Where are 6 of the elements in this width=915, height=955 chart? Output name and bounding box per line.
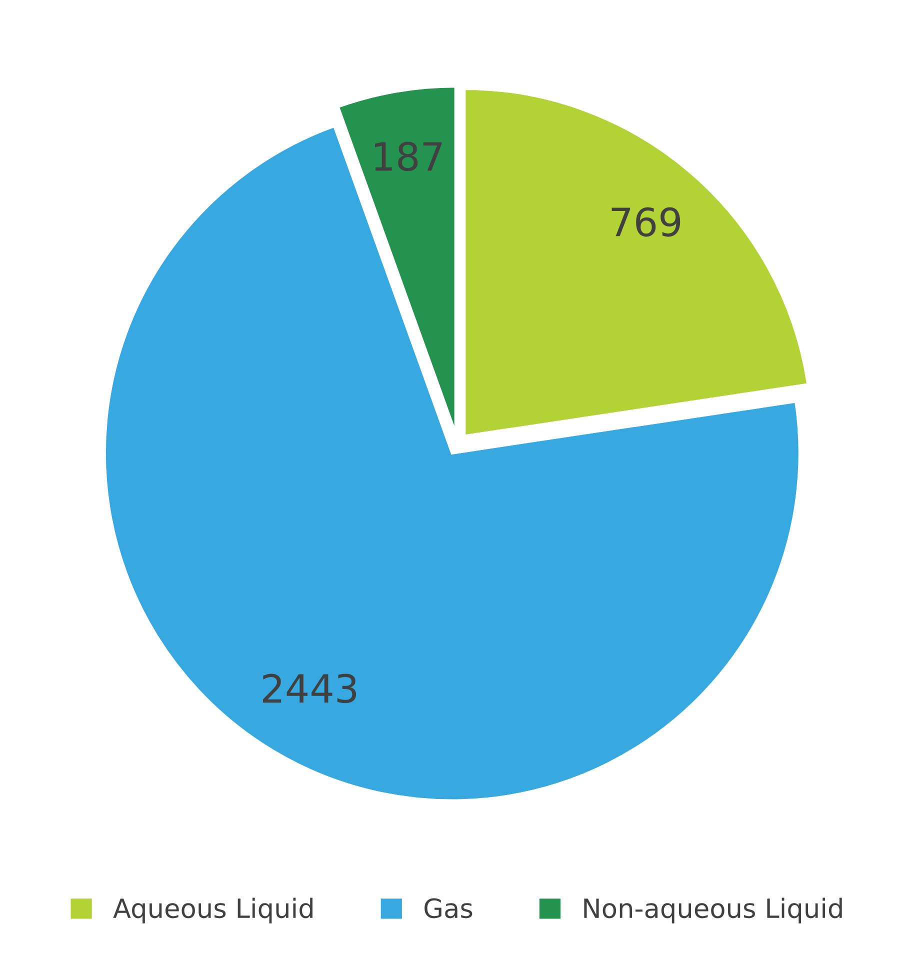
data-label: 2443 [263, 674, 356, 704]
legend-label: Gas [424, 898, 472, 918]
legend-label: Non-aqueous Liquid [584, 898, 842, 924]
legend-label: Aqueous Liquid [113, 898, 312, 924]
data-label: 187 [375, 142, 442, 172]
data-label: 769 [612, 207, 680, 237]
